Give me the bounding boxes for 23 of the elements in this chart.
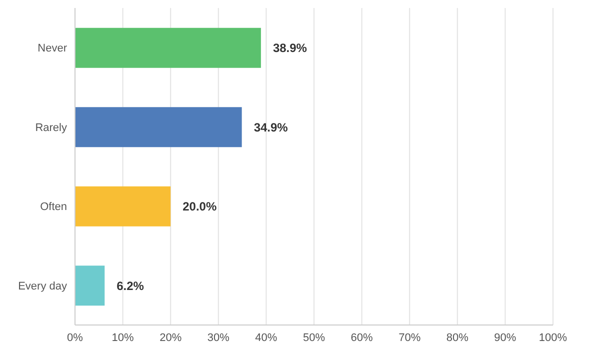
x-tick-label: 50%	[302, 332, 326, 344]
x-tick-label: 60%	[350, 332, 374, 344]
y-tick-label: Never	[38, 42, 68, 55]
y-tick-label: Rarely	[35, 122, 68, 134]
data-label: 6.2%	[116, 278, 144, 293]
x-tick-label: 80%	[446, 332, 469, 344]
x-tick-label: 30%	[207, 332, 230, 344]
data-label: 20.0%	[182, 200, 217, 214]
bar	[75, 107, 242, 148]
data-label: 38.9%	[272, 41, 308, 56]
x-tick-label: 100%	[538, 332, 568, 344]
x-tick-label: 10%	[112, 332, 134, 344]
y-tick-label: Often	[40, 201, 67, 214]
x-tick-label: 40%	[255, 332, 278, 344]
y-tick-label: Every day	[18, 280, 68, 292]
bar	[75, 266, 105, 306]
x-tick-label: 70%	[398, 332, 421, 344]
x-tick-label: 0%	[67, 332, 84, 344]
x-tick-label: 20%	[160, 332, 182, 344]
bar	[75, 186, 171, 226]
data-label: 34.9%	[254, 120, 288, 134]
bar	[75, 28, 261, 68]
x-tick-label: 90%	[494, 332, 516, 344]
